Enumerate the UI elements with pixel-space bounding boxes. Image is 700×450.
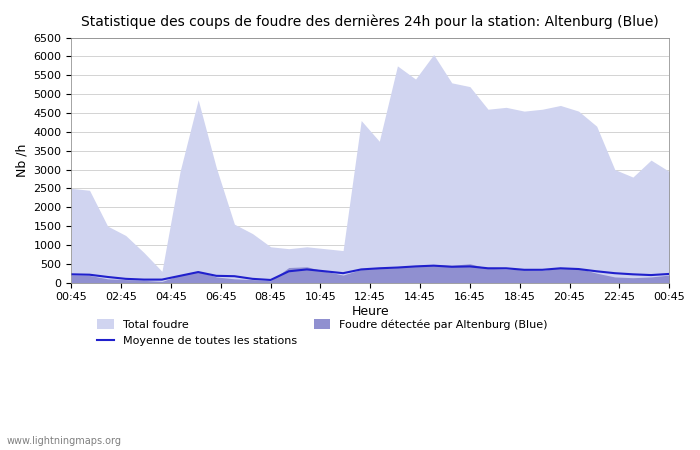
Legend: Total foudre, Moyenne de toutes les stations, Foudre détectée par Altenburg (Blu: Total foudre, Moyenne de toutes les stat…: [93, 315, 552, 351]
X-axis label: Heure: Heure: [351, 305, 389, 318]
Text: www.lightningmaps.org: www.lightningmaps.org: [7, 436, 122, 446]
Y-axis label: Nb /h: Nb /h: [15, 144, 28, 177]
Title: Statistique des coups de foudre des dernières 24h pour la station: Altenburg (Bl: Statistique des coups de foudre des dern…: [81, 15, 659, 30]
